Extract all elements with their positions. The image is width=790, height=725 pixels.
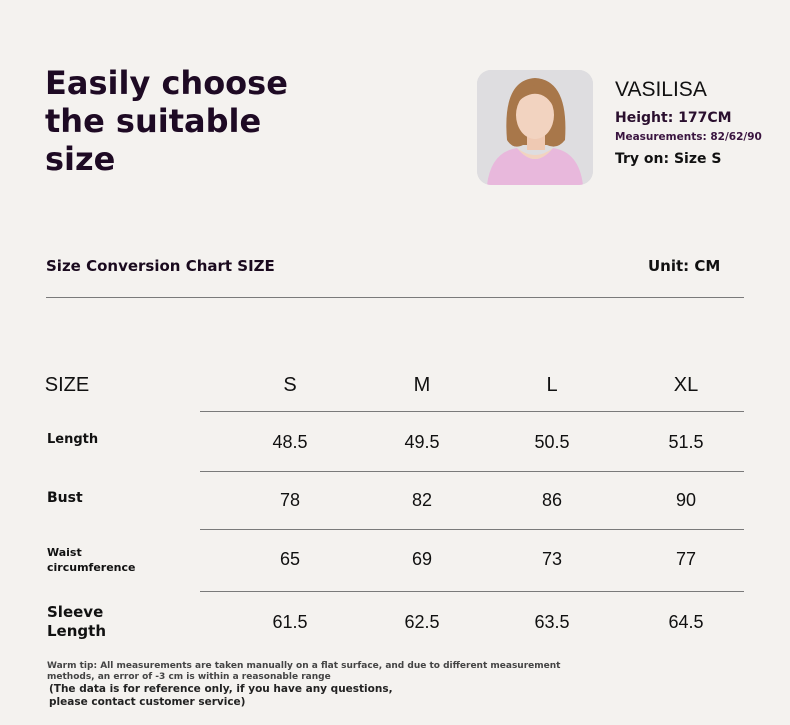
cell: 78	[279, 490, 301, 510]
model-height: Height: 177CM	[615, 110, 732, 126]
unit-label: Unit: CM	[648, 257, 721, 275]
cell: 90	[675, 490, 697, 510]
model-try-on: Try on: Size S	[615, 151, 722, 167]
row-divider	[200, 411, 744, 412]
cell: 61.5	[272, 612, 308, 632]
header-s: S	[283, 374, 297, 396]
warm-tip: Warm tip: All measurements are taken man…	[47, 661, 561, 682]
cell: 64.5	[668, 612, 704, 632]
cell: 48.5	[272, 432, 308, 452]
row-divider	[200, 529, 744, 530]
header-size: SIZE	[44, 374, 90, 396]
headline: Easily choose the suitable size	[45, 64, 288, 178]
cell: 69	[411, 549, 433, 569]
cell: 86	[541, 490, 563, 510]
header-xl: XL	[673, 374, 699, 396]
row-label: Waist circumference	[47, 546, 136, 574]
header-m: M	[413, 374, 431, 396]
row-divider	[200, 471, 744, 472]
cell: 73	[541, 549, 563, 569]
cell: 77	[675, 549, 697, 569]
model-name: VASILISA	[615, 78, 707, 101]
cell: 51.5	[668, 432, 704, 452]
cell: 82	[411, 490, 433, 510]
row-label: Bust	[47, 490, 83, 506]
row-label: Sleeve Length	[47, 603, 106, 640]
header-l: L	[546, 374, 558, 396]
cell: 65	[279, 549, 301, 569]
cell: 63.5	[534, 612, 570, 632]
cell: 49.5	[404, 432, 440, 452]
row-divider	[200, 591, 744, 592]
cell: 50.5	[534, 432, 570, 452]
reference-note: (The data is for reference only, if you …	[49, 683, 393, 708]
divider	[46, 297, 744, 298]
model-measurements: Measurements: 82/62/90	[615, 131, 762, 143]
cell: 62.5	[404, 612, 440, 632]
chart-title: Size Conversion Chart SIZE	[46, 257, 275, 275]
row-label: Length	[47, 432, 99, 447]
model-photo	[477, 70, 593, 185]
